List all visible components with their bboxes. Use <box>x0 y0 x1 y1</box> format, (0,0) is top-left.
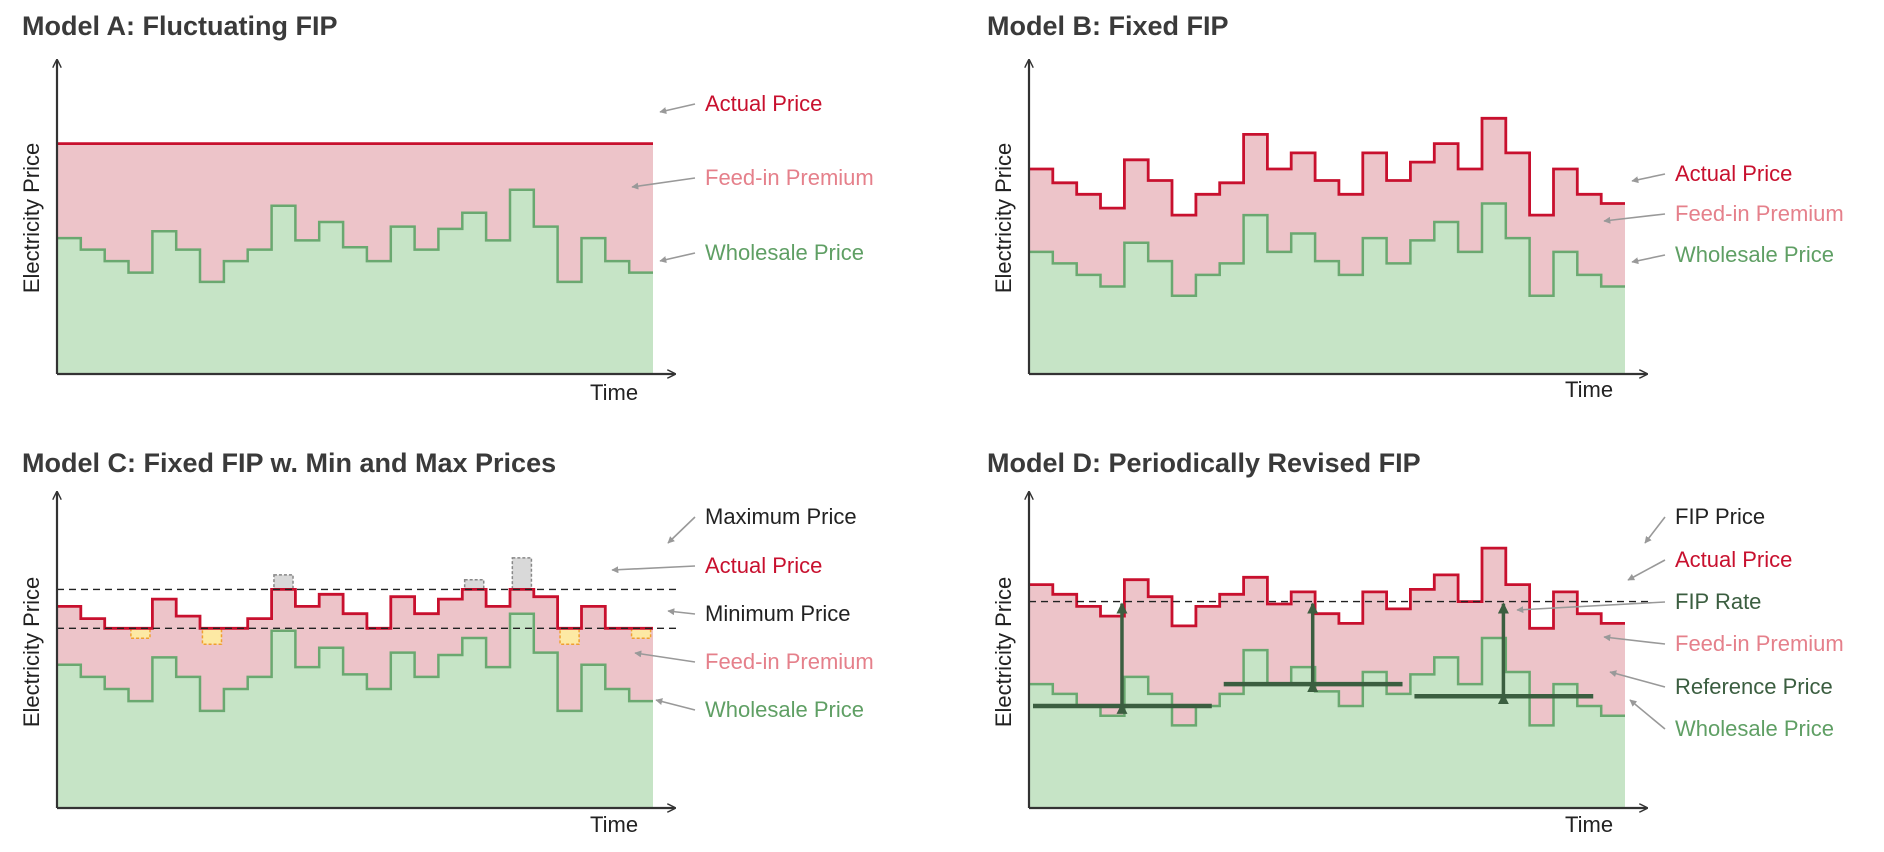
capped-price-marker <box>511 557 533 591</box>
legend-leader-arrow <box>1603 213 1666 224</box>
chart-panel-d: Model D: Periodically Revised FIP Time Ele… <box>987 448 1844 837</box>
chart-panel-b: Model B: Fixed FIP Time Electricity Price A… <box>987 11 1844 402</box>
actual-price-line <box>57 588 653 630</box>
legend-leader-arrow <box>611 565 696 574</box>
capped-price-marker <box>273 574 294 591</box>
panel-title: Model C: Fixed FIP w. Min and Max Prices <box>22 448 556 478</box>
legend-label-actual-price: Actual Price <box>705 91 822 116</box>
panel-title: Model B: Fixed FIP <box>987 11 1229 41</box>
wholesale-price-line <box>1029 636 1625 727</box>
legend-leader-arrow <box>1629 699 1666 730</box>
y-axis-label: Electricity Price <box>19 577 44 727</box>
legend-leader-arrow <box>631 177 696 190</box>
legend-leader-arrow <box>1516 601 1666 614</box>
legend-leader-arrow <box>1627 559 1666 581</box>
chart-panel-c: Model C: Fixed FIP w. Min and Max Prices… <box>19 448 874 837</box>
legend-label-wholesale-price: Wholesale Price <box>1675 716 1834 741</box>
actual-price-line <box>1029 116 1625 217</box>
wholesale-price-line <box>57 188 653 284</box>
capped-price-marker <box>463 578 485 591</box>
legend-label-wholesale-price: Wholesale Price <box>705 697 864 722</box>
panel-title: Model A: Fluctuating FIP <box>22 11 337 41</box>
legend-leader-arrow <box>659 252 696 264</box>
y-axis-label: Electricity Price <box>991 143 1016 293</box>
legend-label-fip-price: FIP Price <box>1675 504 1765 529</box>
legend-leader-arrow <box>655 698 696 711</box>
legend-leader-arrow <box>634 650 696 663</box>
legend-leader-arrow <box>1644 516 1666 544</box>
floored-price-marker <box>130 627 151 640</box>
legend-leader-arrow <box>1609 670 1666 688</box>
panel-title: Model D: Periodically Revised FIP <box>987 448 1421 478</box>
legend-label-feed-in-premium: Feed-in Premium <box>705 649 874 674</box>
legend-label-wholesale-price: Wholesale Price <box>705 240 864 265</box>
chart-panel-a: Model A: Fluctuating FIP Time Electricity … <box>19 11 874 405</box>
floored-price-marker <box>201 627 223 646</box>
x-axis-label: Time <box>590 380 638 405</box>
legend-label-wholesale-price: Wholesale Price <box>1675 242 1834 267</box>
wholesale-area <box>1029 203 1625 374</box>
y-axis-label: Electricity Price <box>991 577 1016 727</box>
y-axis-label: Electricity Price <box>19 143 44 293</box>
legend-label-feed-in-premium: Feed-in Premium <box>1675 631 1844 656</box>
x-axis-label: Time <box>590 812 638 837</box>
legend-leader-arrow <box>1603 634 1666 645</box>
wholesale-area <box>1029 638 1625 808</box>
legend-leader-arrow <box>1631 173 1666 184</box>
legend-label-maximum-price: Maximum Price <box>705 504 857 529</box>
floored-price-marker <box>559 627 580 646</box>
legend-label-fip-rate: FIP Rate <box>1675 589 1761 614</box>
wholesale-price-line <box>57 612 653 713</box>
legend-leader-arrow <box>667 608 696 616</box>
legend-label-feed-in-premium: Feed-in Premium <box>1675 201 1844 226</box>
x-axis-label: Time <box>1565 812 1613 837</box>
wholesale-area <box>57 613 653 808</box>
legend-leader-arrow <box>659 103 696 115</box>
legend-label-actual-price: Actual Price <box>705 553 822 578</box>
legend-leader-arrow <box>1631 254 1666 265</box>
legend-label-minimum-price: Minimum Price <box>705 601 850 626</box>
floored-price-marker <box>630 627 652 640</box>
legend-label-feed-in-premium: Feed-in Premium <box>705 165 874 190</box>
wholesale-area <box>57 189 653 374</box>
legend-label-reference-price: Reference Price <box>1675 674 1833 699</box>
legend-label-actual-price: Actual Price <box>1675 547 1792 572</box>
legend-leader-arrow <box>667 516 696 544</box>
actual-price-line <box>1029 546 1625 630</box>
legend-label-actual-price: Actual Price <box>1675 161 1792 186</box>
x-axis-label: Time <box>1565 377 1613 402</box>
wholesale-price-line <box>1029 202 1625 297</box>
